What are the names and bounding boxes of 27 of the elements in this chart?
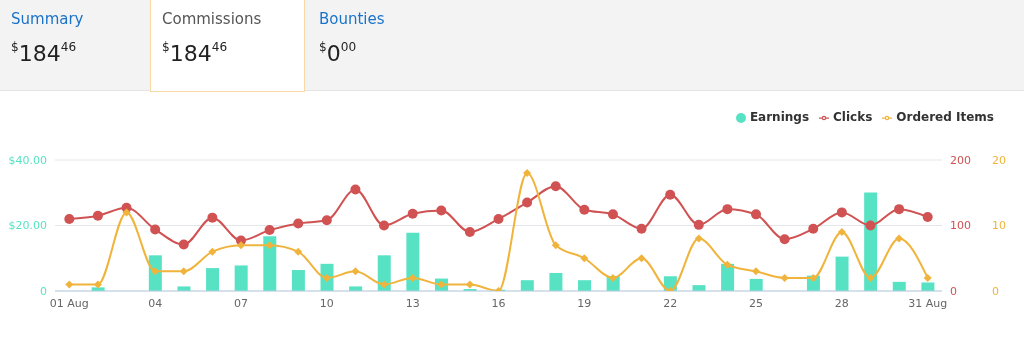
y2-tick-label: 0 <box>950 284 957 298</box>
x-tick-label: 28 <box>834 296 849 310</box>
y2-tick-label: 100 <box>950 219 971 233</box>
x-tick-label: 31 Aug <box>908 296 948 310</box>
y3-tick-label: 0 <box>992 284 999 298</box>
x-tick-label: 01 Aug <box>49 296 89 310</box>
y3-tick-label: 20 <box>992 153 1006 167</box>
x-tick-label: 04 <box>148 296 163 310</box>
x-tick-label: 13 <box>405 296 420 310</box>
x-tick-label: 22 <box>663 296 678 310</box>
text: Summary <box>11 10 84 28</box>
text: $^{$}$184$^{46}$ <box>11 40 77 66</box>
x-tick-label: 10 <box>319 296 334 310</box>
legend-label: Clicks <box>833 110 873 124</box>
y-tick-label: 0 <box>40 284 47 298</box>
y-tick-label: $20.00 <box>8 219 47 233</box>
legend-label: Ordered Items <box>896 110 994 124</box>
y2-tick-label: 200 <box>950 153 971 167</box>
text: Bounties <box>319 10 385 28</box>
legend-label: Earnings <box>749 110 810 124</box>
x-tick-label: 16 <box>491 296 506 310</box>
y3-tick-label: 10 <box>992 219 1006 233</box>
text: $^{$}$0$^{00}$ <box>319 40 357 66</box>
x-tick-label: 25 <box>749 296 764 310</box>
x-tick-label: 07 <box>233 296 248 310</box>
x-tick-label: 19 <box>577 296 592 310</box>
y-tick-label: $40.00 <box>8 153 47 167</box>
